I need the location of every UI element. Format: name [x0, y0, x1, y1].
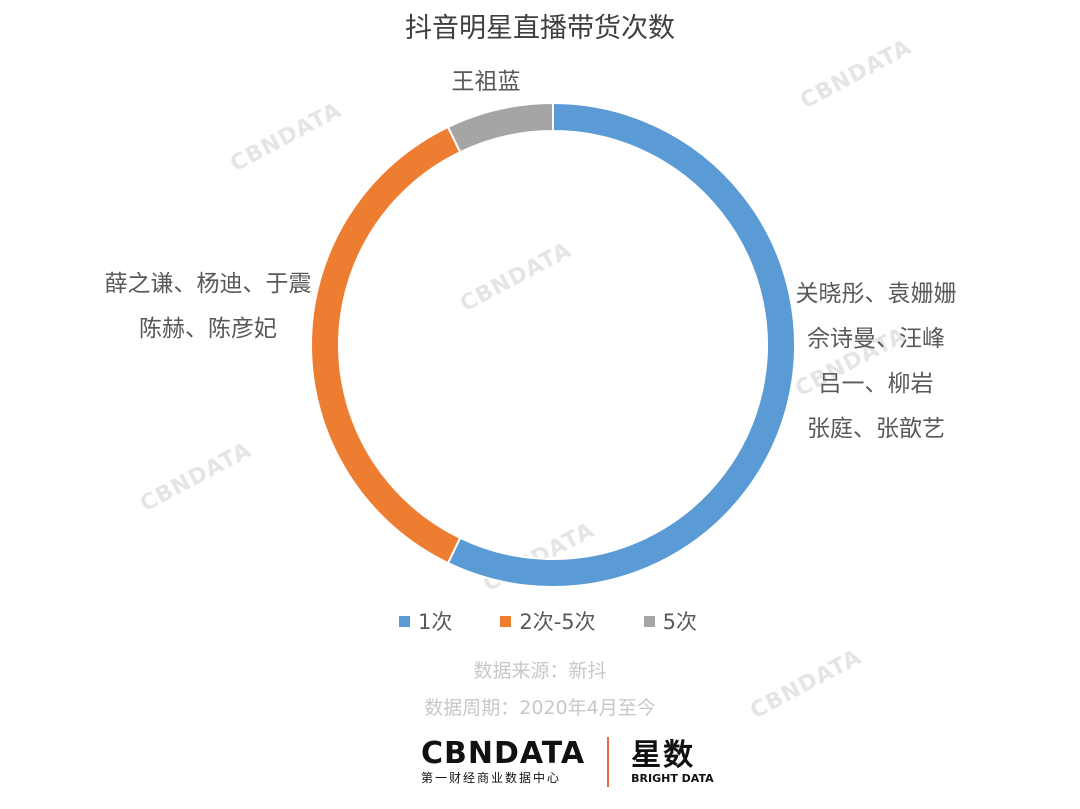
- label-line: 陈赫、陈彦妃: [139, 316, 277, 342]
- legend-swatch: [643, 615, 655, 627]
- cbndata-subtitle: 第一财经商业数据中心: [421, 770, 562, 785]
- label-line: 薛之谦、杨迪、于震: [104, 271, 312, 297]
- brightdata-logo: 星数: [631, 737, 696, 773]
- label-line: 关晓彤、袁姗姗: [795, 281, 957, 307]
- legend-item: 1次: [398, 606, 453, 636]
- donut-slice-3: [446, 101, 554, 154]
- legend-label: 2次-5次: [519, 610, 596, 634]
- slice-label-3: 王祖蓝: [436, 60, 536, 105]
- chart-title: 抖音明星直播带货次数: [405, 13, 675, 44]
- logo-divider: [607, 737, 610, 787]
- legend-swatch: [398, 615, 410, 627]
- source-note: 数据来源：新抖: [473, 660, 607, 682]
- label-line: 佘诗曼、汪峰: [807, 326, 945, 352]
- donut-slice-2: [310, 125, 462, 565]
- label-line: 吕一、柳岩: [818, 371, 934, 397]
- legend-item: 5次: [643, 606, 698, 636]
- legend: 1次 2次-5次 5次: [8, 606, 1080, 636]
- period-note: 数据周期：2020年4月至今: [424, 697, 656, 719]
- legend-label: 1次: [417, 610, 453, 634]
- slice-label-1: 关晓彤、袁姗姗 佘诗曼、汪峰 吕一、柳岩 张庭、张歆艺: [786, 272, 966, 452]
- legend-item: 2次-5次: [500, 606, 596, 636]
- legend-label: 5次: [662, 610, 698, 634]
- brightdata-subtitle: BRIGHT DATA: [631, 771, 714, 785]
- cbndata-logo: CBNDATA: [421, 735, 586, 771]
- donut-slice-1: [446, 101, 796, 588]
- label-line: 王祖蓝: [451, 69, 521, 95]
- slice-label-2: 薛之谦、杨迪、于震 陈赫、陈彦妃: [88, 262, 328, 352]
- legend-swatch: [500, 615, 512, 627]
- logo: CBNDATA 第一财经商业数据中心 星数 BRIGHT DATA: [421, 737, 714, 787]
- label-line: 张庭、张歆艺: [807, 416, 945, 442]
